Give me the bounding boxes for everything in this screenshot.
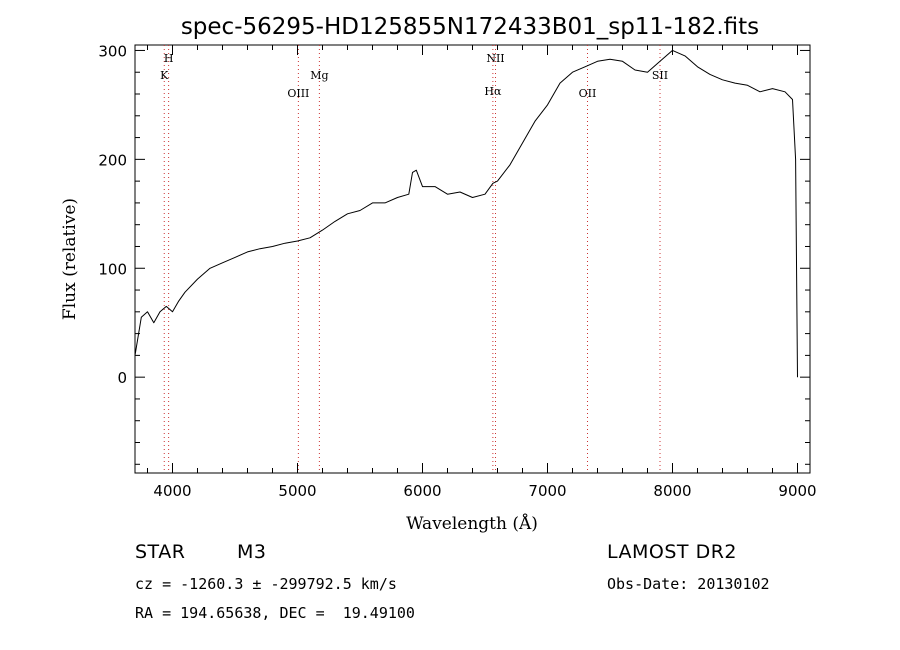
x-axis: 4000 5000 6000 7000 8000 9000 [147,45,817,500]
x-tick-label: 4000 [153,482,191,500]
y-tick-label: 0 [117,369,127,387]
line-label-K: K [160,69,169,82]
observation-date: Obs-Date: 20130102 [607,575,770,593]
line-label-H: H [164,52,174,65]
object-subclass: M3 [237,541,267,563]
x-tick-label: 7000 [528,482,566,500]
line-label-NII: NII [486,52,504,65]
spectral-line-markers [163,45,661,473]
line-label-OIII: OIII [287,87,309,100]
spectrum-series-line [134,49,798,378]
x-tick-label: 5000 [278,482,316,500]
chart-title: spec-56295-HD125855N172433B01_sp11-182.f… [181,14,759,40]
line-label-Hα: Hα [484,85,502,98]
line-label-Mg: Mg [310,69,328,82]
x-axis-label: Wavelength (Å) [406,513,538,534]
ra-dec-coordinates: RA = 194.65638, DEC = 19.49100 [135,604,415,622]
plot-frame [134,44,811,474]
x-tick-label: 8000 [653,482,691,500]
y-tick-label: 100 [98,260,127,278]
object-class: STAR [135,541,186,563]
y-axis-label: Flux (relative) [60,198,80,320]
x-tick-label: 9000 [778,482,816,500]
y-tick-label: 200 [98,151,127,169]
line-label-SII: SII [652,69,668,82]
line-label-OII: OII [579,87,597,100]
y-tick-label: 300 [98,42,127,60]
y-axis: 0 100 200 300 [98,42,810,465]
survey-name: LAMOST DR2 [607,541,737,563]
x-tick-label: 6000 [403,482,441,500]
redshift-velocity: cz = -1260.3 ± -299792.5 km/s [135,575,397,593]
